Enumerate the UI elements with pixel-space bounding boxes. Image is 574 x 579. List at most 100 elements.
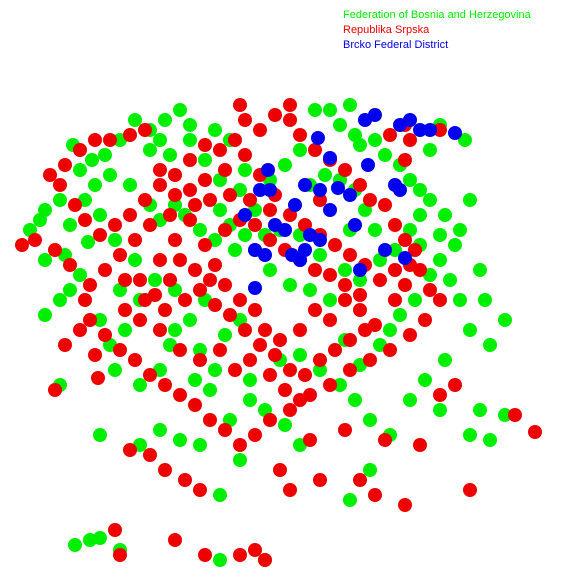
point-republika-srpska-128 bbox=[258, 553, 272, 567]
point-republika-srpska-53 bbox=[78, 213, 92, 227]
point-republika-srpska-77 bbox=[388, 263, 402, 277]
point-federation-54 bbox=[438, 353, 452, 367]
point-federation-140 bbox=[173, 103, 187, 117]
point-federation-90 bbox=[118, 323, 132, 337]
point-federation-24 bbox=[403, 173, 417, 187]
point-republika-srpska-169 bbox=[248, 218, 262, 232]
point-republika-srpska-116 bbox=[448, 378, 462, 392]
point-republika-srpska-136 bbox=[383, 128, 397, 142]
point-republika-srpska-126 bbox=[233, 548, 247, 562]
point-republika-srpska-95 bbox=[173, 388, 187, 402]
point-federation-40 bbox=[483, 338, 497, 352]
point-republika-srpska-150 bbox=[83, 278, 97, 292]
point-federation-26 bbox=[423, 143, 437, 157]
point-federation-44 bbox=[393, 308, 407, 322]
point-republika-srpska-76 bbox=[373, 273, 387, 287]
point-republika-srpska-64 bbox=[168, 188, 182, 202]
chart-legend: Federation of Bosnia and Herzegovina Rep… bbox=[343, 8, 531, 53]
point-republika-srpska-134 bbox=[403, 133, 417, 147]
point-federation-126 bbox=[353, 273, 367, 287]
point-republika-srpska-68 bbox=[243, 193, 257, 207]
point-republika-srpska-45 bbox=[198, 138, 212, 152]
point-federation-31 bbox=[453, 223, 467, 237]
point-republika-srpska-17 bbox=[248, 303, 262, 317]
point-republika-srpska-48 bbox=[153, 178, 167, 192]
point-federation-5 bbox=[153, 133, 167, 147]
point-republika-srpska-90 bbox=[248, 428, 262, 442]
point-republika-srpska-63 bbox=[153, 163, 167, 177]
point-republika-srpska-23 bbox=[338, 293, 352, 307]
point-republika-srpska-107 bbox=[178, 473, 192, 487]
point-federation-150 bbox=[81, 235, 95, 249]
point-republika-srpska-30 bbox=[398, 233, 412, 247]
point-republika-srpska-154 bbox=[178, 293, 192, 307]
point-federation-29 bbox=[423, 193, 437, 207]
point-republika-srpska-157 bbox=[223, 308, 237, 322]
point-republika-srpska-99 bbox=[113, 343, 127, 357]
point-federation-79 bbox=[53, 293, 67, 307]
point-federation-139 bbox=[183, 133, 197, 147]
point-federation-14 bbox=[293, 143, 307, 157]
point-brcko-19 bbox=[288, 198, 302, 212]
point-brcko-29 bbox=[285, 248, 299, 262]
point-brcko-25 bbox=[313, 233, 327, 247]
point-federation-77 bbox=[213, 553, 227, 567]
point-republika-srpska-11 bbox=[168, 233, 182, 247]
point-republika-srpska-40 bbox=[268, 108, 282, 122]
point-republika-srpska-74 bbox=[343, 248, 357, 262]
point-federation-8 bbox=[198, 153, 212, 167]
point-federation-60 bbox=[363, 463, 377, 477]
point-republika-srpska-61 bbox=[123, 128, 137, 142]
point-republika-srpska-29 bbox=[408, 243, 422, 257]
point-brcko-7 bbox=[311, 131, 325, 145]
point-republika-srpska-170 bbox=[263, 233, 277, 247]
point-federation-36 bbox=[443, 273, 457, 287]
point-republika-srpska-178 bbox=[188, 263, 202, 277]
legend-entry-federation: Federation of Bosnia and Herzegovina bbox=[343, 9, 531, 21]
point-republika-srpska-92 bbox=[218, 423, 232, 437]
point-republika-srpska-97 bbox=[143, 368, 157, 382]
point-brcko-1 bbox=[368, 108, 382, 122]
point-republika-srpska-121 bbox=[378, 433, 392, 447]
point-republika-srpska-175 bbox=[338, 278, 352, 292]
point-republika-srpska-130 bbox=[113, 548, 127, 562]
point-brcko-21 bbox=[238, 208, 252, 222]
point-republika-srpska-82 bbox=[403, 328, 417, 342]
point-republika-srpska-13 bbox=[198, 238, 212, 252]
point-brcko-32 bbox=[378, 243, 392, 257]
point-brcko-11 bbox=[253, 183, 267, 197]
series-republika-srpska bbox=[15, 98, 542, 567]
point-republika-srpska-43 bbox=[228, 133, 242, 147]
point-republika-srpska-163 bbox=[313, 353, 327, 367]
point-brcko-34 bbox=[353, 263, 367, 277]
point-federation-129 bbox=[313, 248, 327, 262]
point-federation-1 bbox=[85, 153, 99, 167]
series-brcko bbox=[238, 108, 462, 295]
point-brcko-31 bbox=[258, 248, 272, 262]
point-federation-164 bbox=[318, 168, 332, 182]
point-republika-srpska-37 bbox=[308, 143, 322, 157]
point-federation-55 bbox=[433, 403, 447, 417]
point-republika-srpska-33 bbox=[363, 193, 377, 207]
point-republika-srpska-15 bbox=[218, 278, 232, 292]
point-federation-53 bbox=[418, 373, 432, 387]
point-republika-srpska-184 bbox=[173, 343, 187, 357]
point-republika-srpska-89 bbox=[263, 413, 277, 427]
point-republika-srpska-161 bbox=[283, 363, 297, 377]
point-republika-srpska-9 bbox=[133, 273, 147, 287]
point-republika-srpska-49 bbox=[138, 193, 152, 207]
point-federation-122 bbox=[218, 328, 232, 342]
point-brcko-12 bbox=[263, 183, 277, 197]
legend-entry-republika-srpska: Republika Srpska bbox=[343, 24, 430, 36]
point-republika-srpska-144 bbox=[183, 183, 197, 197]
point-federation-135 bbox=[213, 203, 227, 217]
point-federation-30 bbox=[438, 208, 452, 222]
point-republika-srpska-58 bbox=[73, 143, 87, 157]
point-federation-166 bbox=[413, 208, 427, 222]
point-republika-srpska-190 bbox=[278, 383, 292, 397]
point-republika-srpska-24 bbox=[353, 303, 367, 317]
point-republika-srpska-123 bbox=[303, 433, 317, 447]
point-republika-srpska-125 bbox=[198, 548, 212, 562]
point-republika-srpska-65 bbox=[188, 198, 202, 212]
point-federation-147 bbox=[88, 178, 102, 192]
